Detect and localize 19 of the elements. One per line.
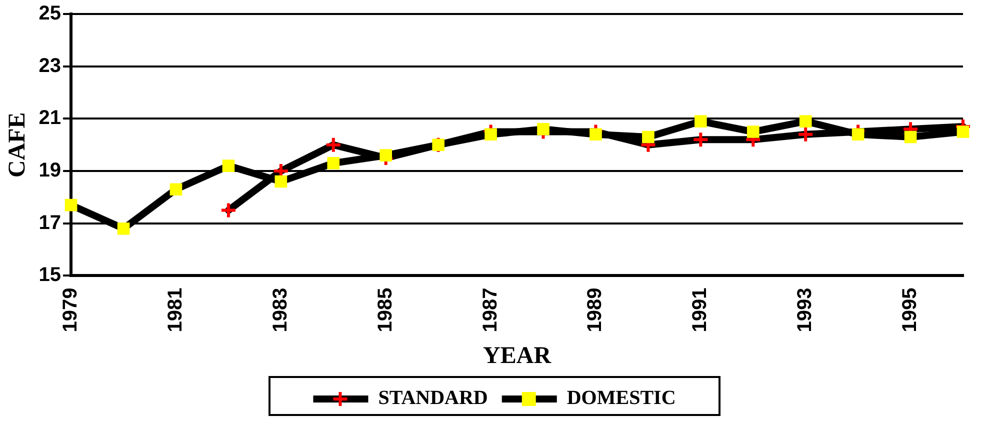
x-tick-label: 1981 [164,288,186,332]
y-tick-label: 17 [38,212,62,234]
x-axis-title: YEAR [483,342,552,369]
x-tick-label: 1995 [899,288,922,332]
x-tick-label: 1993 [794,288,816,332]
y-tick-label: 21 [38,107,62,130]
y-tick-label: 23 [38,54,62,77]
y-tick-label: 25 [38,2,62,25]
x-tick-label: 1983 [269,288,292,332]
x-tick-label: 1987 [479,288,502,332]
y-tick-label: 15 [38,264,62,286]
y-axis-title: CAFE [4,112,31,178]
x-tick-label: 1989 [584,288,606,332]
x-tick-label: 1979 [60,288,82,332]
legend-label: DOMESTIC [566,387,676,410]
legend-label: STANDARD [378,387,488,410]
x-tick-label: 1985 [374,288,396,332]
x-tick-label: 1991 [689,288,712,332]
y-tick-label: 19 [38,160,62,182]
